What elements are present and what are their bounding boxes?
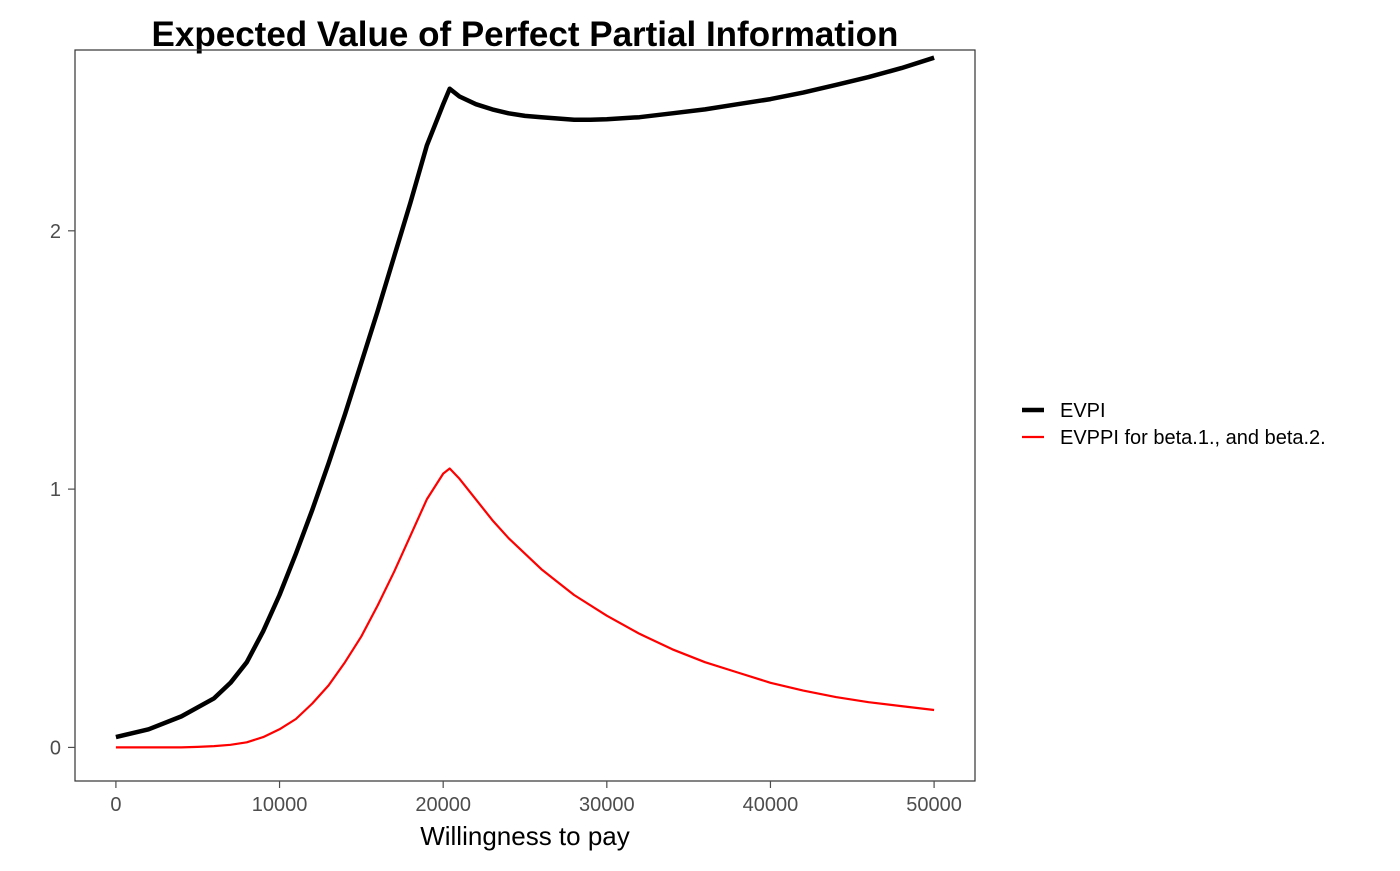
x-tick-label: 10000 (252, 794, 308, 816)
plot-panel (74, 49, 976, 782)
x-tick-label: 40000 (743, 794, 799, 816)
x-tick-label: 20000 (415, 794, 471, 816)
y-tick-label: 0 (50, 737, 61, 759)
chart-title: Expected Value of Perfect Partial Inform… (152, 15, 899, 54)
evpi-line (115, 55, 935, 740)
y-tick-label: 1 (50, 479, 61, 501)
x-axis: 0 10000 20000 30000 40000 50000 (110, 781, 962, 816)
x-tick-label: 30000 (579, 794, 635, 816)
legend-label: EVPPI for beta.1., and beta.2. (1060, 427, 1326, 449)
x-tick-label: 50000 (906, 794, 962, 816)
legend-label: EVPI (1060, 400, 1106, 422)
series-layer (115, 55, 935, 749)
legend: EVPI EVPPI for beta.1., and beta.2. (1022, 400, 1326, 449)
evppi-line (115, 467, 935, 749)
x-axis-label: Willingness to pay (420, 821, 630, 851)
y-axis: 0 1 2 (50, 221, 75, 759)
y-tick-label: 2 (50, 221, 61, 243)
x-tick-label: 0 (110, 794, 121, 816)
